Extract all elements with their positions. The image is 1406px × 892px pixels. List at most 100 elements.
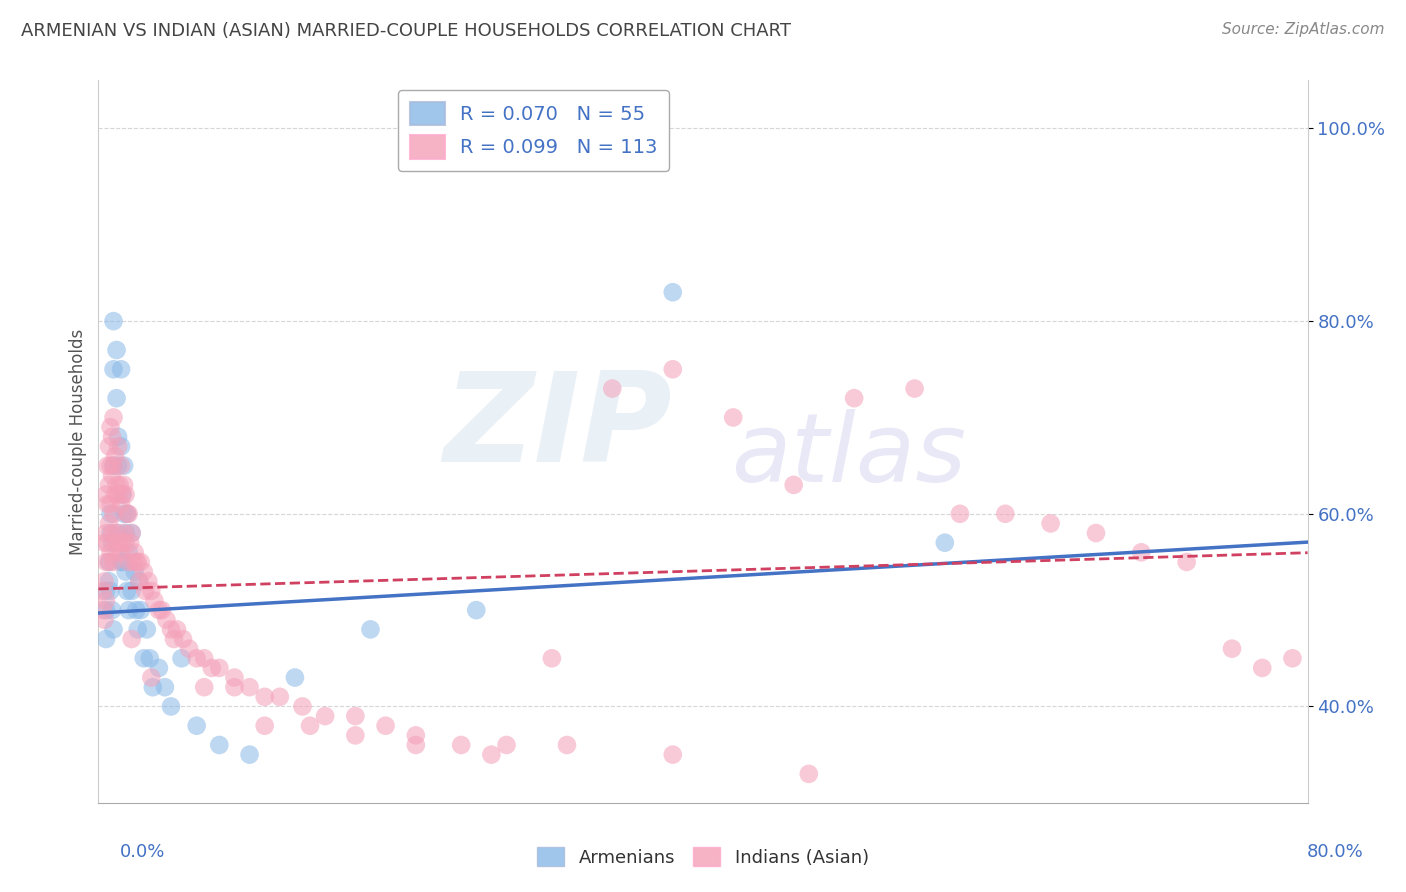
Point: [112, 458, 135, 473]
Point: [148, 661, 170, 675]
Point: [495, 738, 517, 752]
Point: [112, 507, 135, 521]
Point: [110, 439, 132, 453]
Point: [314, 709, 336, 723]
Point: [114, 565, 136, 579]
Point: [115, 507, 138, 521]
Point: [1220, 641, 1243, 656]
Point: [193, 680, 215, 694]
Point: [108, 478, 131, 492]
Point: [124, 565, 146, 579]
Point: [121, 526, 143, 541]
Point: [108, 535, 131, 549]
Point: [844, 391, 866, 405]
Point: [269, 690, 291, 704]
Point: [111, 487, 134, 501]
Point: [540, 651, 562, 665]
Point: [239, 680, 262, 694]
Point: [98, 555, 121, 569]
Point: [101, 430, 124, 444]
Point: [107, 545, 129, 559]
Point: [114, 526, 136, 541]
Point: [661, 747, 683, 762]
Point: [253, 719, 276, 733]
Point: [107, 430, 129, 444]
Point: [127, 555, 149, 569]
Point: [239, 747, 262, 762]
Point: [142, 680, 165, 694]
Point: [118, 507, 141, 521]
Point: [103, 410, 125, 425]
Point: [128, 574, 150, 589]
Legend: Armenians, Indians (Asian): Armenians, Indians (Asian): [530, 840, 876, 874]
Point: [103, 458, 125, 473]
Point: [661, 362, 683, 376]
Point: [98, 574, 121, 589]
Point: [101, 526, 124, 541]
Point: [110, 458, 132, 473]
Point: [103, 362, 125, 376]
Point: [153, 680, 176, 694]
Point: [104, 535, 127, 549]
Point: [91, 603, 114, 617]
Point: [602, 382, 624, 396]
Y-axis label: Married-couple Households: Married-couple Households: [69, 328, 87, 555]
Point: [105, 478, 128, 492]
Text: atlas: atlas: [731, 409, 966, 502]
Point: [118, 555, 141, 569]
Point: [132, 565, 155, 579]
Point: [136, 574, 159, 589]
Point: [450, 738, 472, 752]
Point: [94, 603, 117, 617]
Point: [284, 671, 307, 685]
Point: [98, 555, 121, 569]
Point: [107, 458, 129, 473]
Point: [103, 458, 125, 473]
Text: Source: ZipAtlas.com: Source: ZipAtlas.com: [1222, 22, 1385, 37]
Point: [127, 623, 149, 637]
Point: [166, 623, 188, 637]
Point: [122, 555, 145, 569]
Point: [100, 507, 122, 521]
Point: [224, 680, 246, 694]
Point: [100, 497, 122, 511]
Point: [118, 603, 141, 617]
Point: [465, 603, 488, 617]
Point: [299, 719, 322, 733]
Point: [107, 439, 129, 453]
Point: [104, 487, 127, 501]
Point: [208, 661, 231, 675]
Point: [94, 526, 117, 541]
Point: [110, 545, 132, 559]
Point: [160, 699, 183, 714]
Point: [163, 632, 186, 646]
Point: [170, 651, 193, 665]
Point: [129, 603, 152, 617]
Point: [1251, 661, 1274, 675]
Point: [360, 623, 382, 637]
Point: [111, 535, 134, 549]
Point: [104, 449, 127, 463]
Point: [124, 545, 146, 559]
Point: [103, 555, 125, 569]
Point: [112, 526, 135, 541]
Point: [186, 651, 208, 665]
Text: 0.0%: 0.0%: [120, 843, 165, 861]
Point: [94, 593, 117, 607]
Point: [723, 410, 745, 425]
Point: [139, 651, 162, 665]
Point: [125, 555, 148, 569]
Point: [112, 478, 135, 492]
Point: [94, 583, 117, 598]
Point: [141, 671, 163, 685]
Point: [111, 487, 134, 501]
Point: [100, 420, 122, 434]
Point: [253, 690, 276, 704]
Point: [1085, 526, 1108, 541]
Point: [111, 555, 134, 569]
Point: [155, 613, 177, 627]
Point: [103, 623, 125, 637]
Point: [105, 526, 128, 541]
Text: ARMENIAN VS INDIAN (ASIAN) MARRIED-COUPLE HOUSEHOLDS CORRELATION CHART: ARMENIAN VS INDIAN (ASIAN) MARRIED-COUPL…: [21, 22, 792, 40]
Point: [93, 574, 115, 589]
